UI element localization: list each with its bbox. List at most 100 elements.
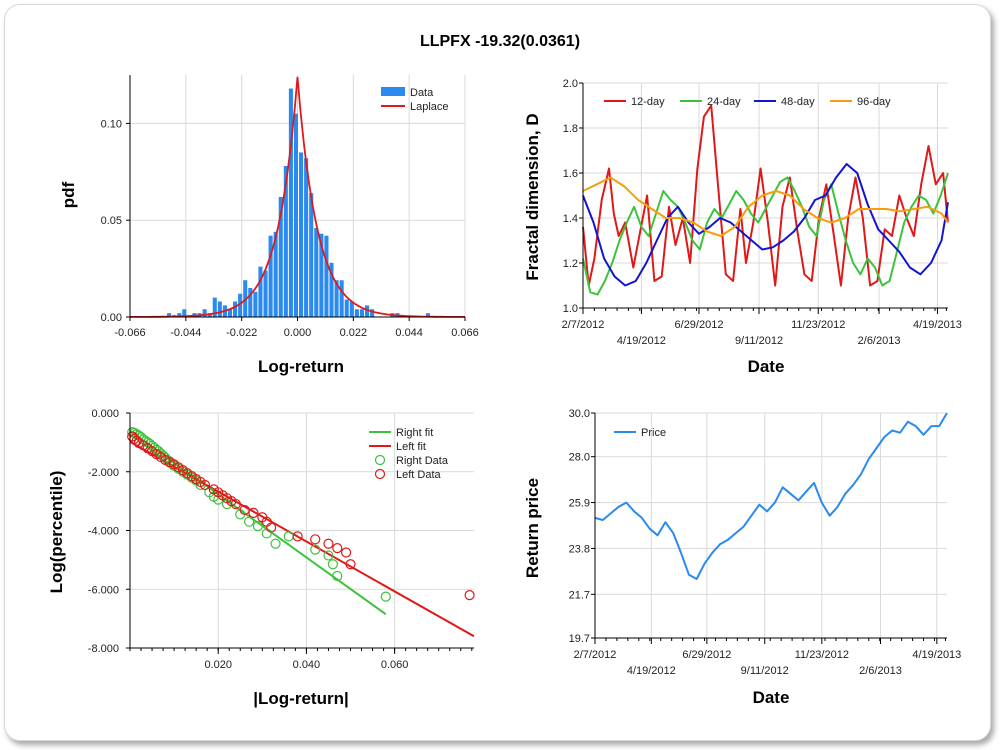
legend-right-data-swatch bbox=[374, 454, 386, 466]
fractal-ytick-label: 1.2 bbox=[563, 258, 578, 270]
price-xtick-label: 6/29/2012 bbox=[682, 649, 731, 661]
price-ytick-label: 23.8 bbox=[569, 543, 590, 555]
left-data-point bbox=[332, 543, 343, 554]
fractal-legend-label: 48-day bbox=[781, 96, 815, 108]
price-xtick-label: 4/19/2012 bbox=[627, 665, 676, 677]
hist-bar bbox=[202, 309, 207, 317]
tail-ytick-label: -6.000 bbox=[88, 584, 119, 596]
left-data-point bbox=[266, 522, 277, 533]
hist-bar bbox=[344, 299, 349, 317]
hist-bar bbox=[299, 152, 304, 317]
hist-bar bbox=[212, 297, 217, 317]
fractal-ytick-label: 2.0 bbox=[563, 78, 578, 90]
tail-ytick-label: -2.000 bbox=[88, 467, 119, 479]
fractal-xlabel: Date bbox=[748, 357, 785, 376]
fractal-series-line bbox=[582, 172, 949, 296]
fractal-ytick-label: 1.0 bbox=[563, 303, 578, 315]
price-legend-label: Price bbox=[641, 427, 666, 439]
right-data-point bbox=[323, 550, 334, 561]
hist-bar bbox=[217, 301, 222, 317]
fractal-xtick-label: 4/19/2013 bbox=[913, 319, 962, 331]
hist-bar bbox=[177, 313, 182, 317]
hist-bar bbox=[309, 193, 314, 317]
hist-bar bbox=[253, 291, 258, 317]
hist-xtick-label: 0.022 bbox=[340, 327, 368, 339]
hist-ylabel: pdf bbox=[59, 181, 78, 208]
left-data-point bbox=[292, 531, 303, 542]
hist-bar bbox=[227, 309, 233, 317]
left-data-point bbox=[345, 559, 356, 570]
legend-left-data-swatch bbox=[374, 468, 386, 480]
legend-right-data-label: Right Data bbox=[396, 455, 449, 467]
fractal-xtick-label: 2/7/2012 bbox=[562, 319, 605, 331]
hist-bar bbox=[314, 227, 319, 317]
price-xtick-label: 2/6/2013 bbox=[859, 665, 902, 677]
hist-bar bbox=[334, 280, 339, 317]
legend-right-fit-label: Right fit bbox=[396, 427, 433, 439]
left-data-point bbox=[464, 590, 475, 601]
hist-xtick-label: 0.066 bbox=[451, 327, 479, 339]
hist-bar bbox=[359, 309, 364, 317]
legend-left-data-label: Left Data bbox=[396, 469, 442, 481]
left-data-point bbox=[248, 507, 259, 518]
hist-xtick-label: 0.000 bbox=[284, 327, 312, 339]
price-xtick-label: 2/7/2012 bbox=[574, 649, 617, 661]
price-ytick-label: 28.0 bbox=[569, 452, 590, 464]
tail-ytick-label: -4.000 bbox=[88, 526, 119, 538]
hist-bar bbox=[233, 301, 238, 317]
page-title: LLPFX -19.32(0.0361) bbox=[419, 33, 581, 50]
fractal-xtick-label: 2/6/2013 bbox=[858, 335, 901, 347]
right-data-point bbox=[252, 520, 263, 532]
price-ytick-label: 19.7 bbox=[569, 633, 590, 645]
right-data-point bbox=[270, 538, 281, 549]
fractal-series-line bbox=[582, 176, 949, 237]
fractal-ylabel: Fractal dimension, D bbox=[523, 113, 542, 280]
price-ytick-label: 30.0 bbox=[569, 408, 590, 420]
hist-bar bbox=[283, 165, 288, 317]
fractal-legend-label: 12-day bbox=[631, 96, 665, 108]
price-xtick-label: 9/11/2012 bbox=[741, 665, 789, 677]
fractal-series-line bbox=[582, 163, 949, 287]
legend-data-swatch bbox=[381, 87, 405, 96]
fractal-xtick-label: 4/19/2012 bbox=[617, 335, 666, 347]
hist-bar bbox=[263, 270, 268, 317]
hist-ytick-label: 0.05 bbox=[101, 215, 122, 227]
hist-xlabel: Log-return bbox=[258, 357, 344, 376]
fractal-xtick-label: 11/23/2012 bbox=[791, 319, 845, 331]
hist-bar bbox=[238, 293, 243, 317]
fractal-xtick-label: 6/29/2012 bbox=[675, 319, 724, 331]
legend-left-fit-label: Left fit bbox=[396, 441, 426, 453]
tail-ytick-label: 0.000 bbox=[91, 408, 119, 420]
fractal-ytick-label: 1.6 bbox=[563, 168, 578, 180]
fractal-series-line bbox=[582, 104, 949, 287]
tail-ytick-label: -8.000 bbox=[88, 643, 119, 655]
laplace-line bbox=[130, 76, 465, 318]
left-data-point bbox=[341, 547, 352, 558]
hist-bar bbox=[268, 235, 273, 317]
hist-bar bbox=[319, 233, 324, 317]
left-data-point bbox=[310, 534, 321, 545]
hist-bar bbox=[243, 280, 248, 317]
left-data-point bbox=[199, 479, 211, 491]
price-xtick-label: 4/19/2013 bbox=[912, 649, 961, 661]
right-data-point bbox=[283, 531, 294, 542]
hist-bar bbox=[278, 196, 283, 317]
hist-bar bbox=[258, 266, 263, 317]
hist-bar bbox=[288, 88, 293, 317]
right-data-point bbox=[332, 570, 343, 582]
fractal-legend-label: 24-day bbox=[707, 96, 741, 108]
hist-bar bbox=[354, 309, 359, 317]
hist-xtick-label: -0.044 bbox=[170, 327, 201, 339]
hist-xtick-label: -0.066 bbox=[114, 327, 145, 339]
hist-xtick-label: 0.044 bbox=[395, 327, 423, 339]
hist-bar bbox=[273, 231, 278, 317]
tail-ylabel: Log(percentile) bbox=[47, 471, 66, 594]
hist-bar bbox=[207, 313, 212, 317]
hist-bar bbox=[248, 287, 253, 317]
right-data-point bbox=[310, 544, 321, 555]
left-data-point bbox=[323, 538, 334, 549]
fractal-xtick-label: 9/11/2012 bbox=[735, 335, 783, 347]
price-ylabel: Return price bbox=[523, 478, 542, 578]
price-xlabel: Date bbox=[753, 688, 790, 707]
